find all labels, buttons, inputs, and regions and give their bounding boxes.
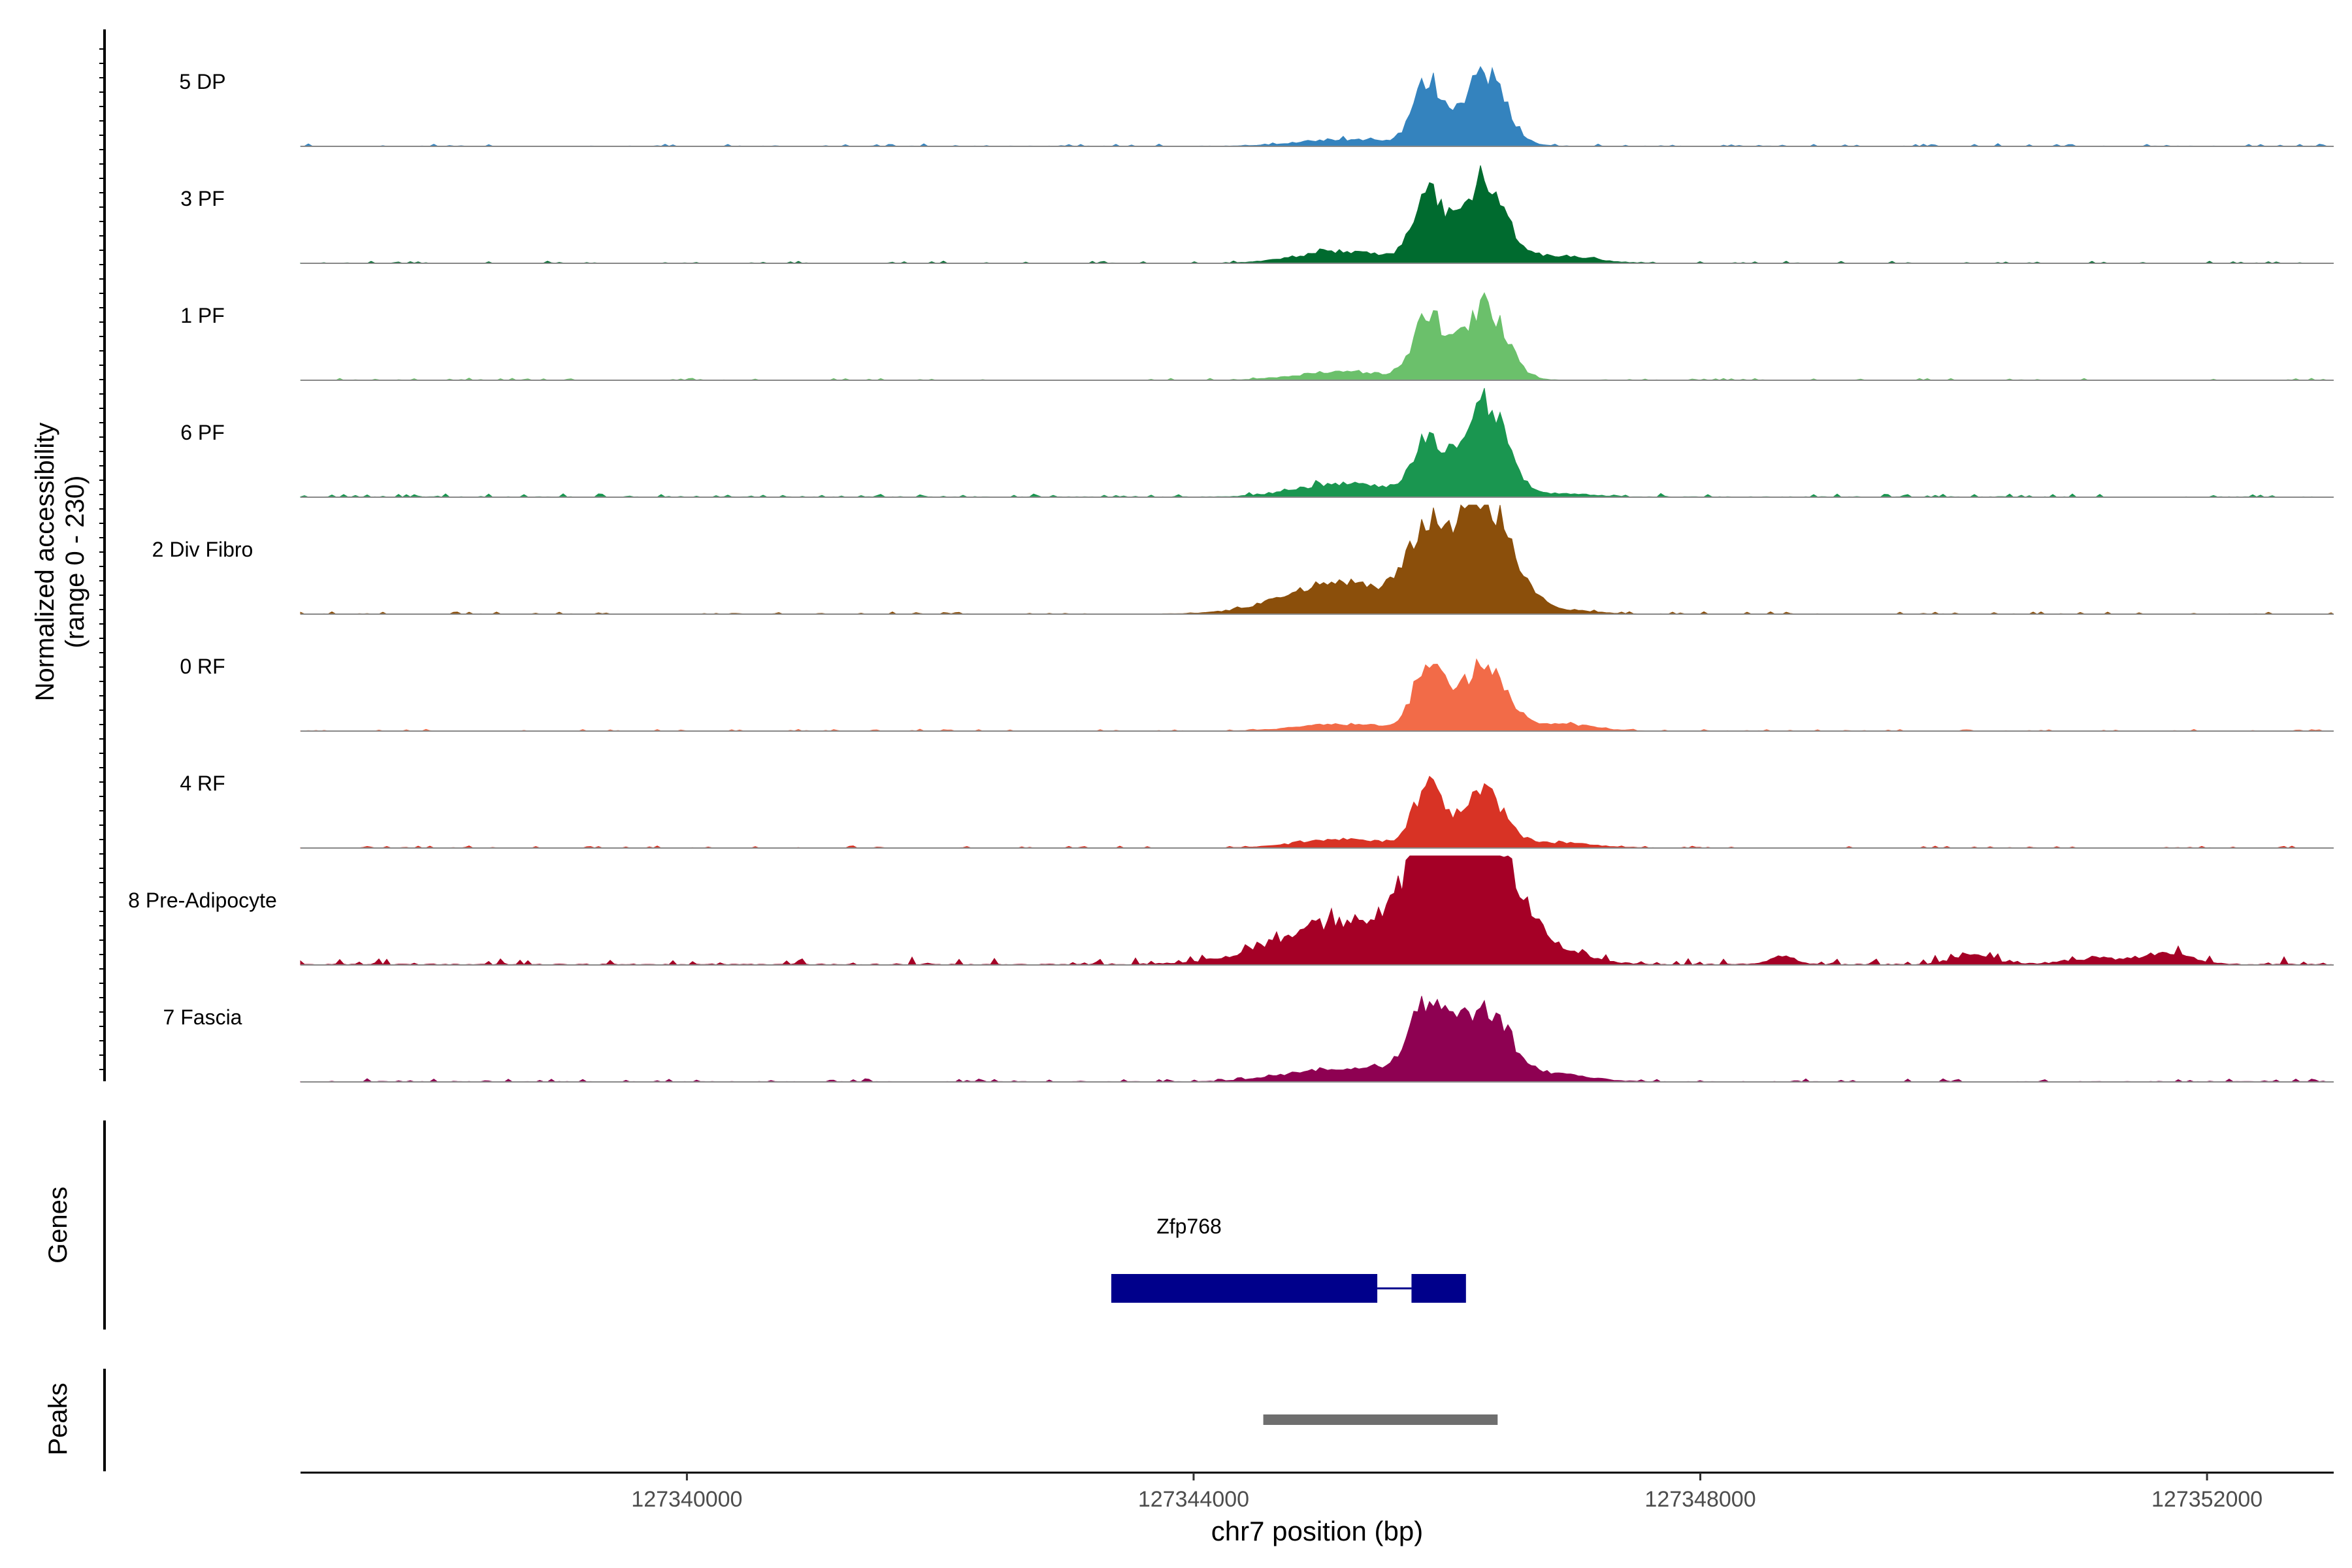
coverage-area	[300, 165, 2334, 264]
y-axis-label-line2: (range 0 - 230)	[61, 476, 90, 649]
gene-name-label: Zfp768	[1156, 1215, 1222, 1238]
y-axis-label-line1: Normalized accessibility	[31, 423, 59, 702]
track-0-rf: 0 RF	[180, 655, 2334, 732]
track-3-pf: 3 PF	[180, 165, 2334, 264]
track-8-pre-adipocyte: 8 Pre-Adipocyte	[128, 855, 2334, 966]
coverage-area	[300, 504, 2334, 615]
coverage-area	[300, 855, 2334, 966]
track-7-fascia: 7 Fascia	[163, 996, 2334, 1083]
gene-exon	[1411, 1274, 1466, 1303]
track-label: 3 PF	[180, 187, 225, 210]
coverage-area	[300, 387, 2334, 498]
x-tick-label: 127348000	[1644, 1487, 1756, 1512]
gene-exon	[1111, 1274, 1378, 1303]
coverage-area	[300, 658, 2334, 732]
x-axis-label: chr7 position (bp)	[1211, 1516, 1424, 1546]
coverage-tracks: 5 DP 3 PF 1 PF 6 PF 2 Div Fibro 0 RF 4 RF 8 Pre…	[128, 66, 2334, 1083]
track-label: 4 RF	[180, 772, 225, 795]
peak-regions	[1263, 1414, 1498, 1425]
x-tick-label: 127344000	[1138, 1487, 1249, 1512]
coverage-area	[300, 292, 2334, 381]
track-label: 7 Fascia	[163, 1005, 242, 1029]
track-5-dp: 5 DP	[179, 66, 2334, 147]
genes-label: Genes	[44, 1186, 73, 1264]
track-label: 5 DP	[179, 70, 225, 93]
coverage-y-ticks	[99, 48, 105, 1070]
x-axis-ticks: 127340000 127344000 127348000 127352000	[631, 1473, 2262, 1512]
track-2-div-fibro: 2 Div Fibro	[152, 504, 2334, 615]
track-1-pf: 1 PF	[180, 292, 2334, 381]
track-label: 2 Div Fibro	[152, 538, 253, 561]
track-4-rf: 4 RF	[180, 772, 2334, 849]
peak-region	[1263, 1414, 1498, 1425]
coverage-area	[300, 996, 2334, 1083]
track-label: 6 PF	[180, 421, 225, 444]
track-6-pf: 6 PF	[180, 387, 2334, 498]
track-label: 0 RF	[180, 655, 225, 678]
track-label: 1 PF	[180, 304, 225, 327]
coverage-area	[300, 776, 2334, 849]
coverage-area	[300, 66, 2334, 147]
peaks-label: Peaks	[44, 1382, 73, 1455]
x-tick-label: 127340000	[631, 1487, 742, 1512]
track-label: 8 Pre-Adipocyte	[128, 889, 277, 912]
x-tick-label: 127352000	[2151, 1487, 2262, 1512]
gene-model	[1111, 1274, 1466, 1303]
